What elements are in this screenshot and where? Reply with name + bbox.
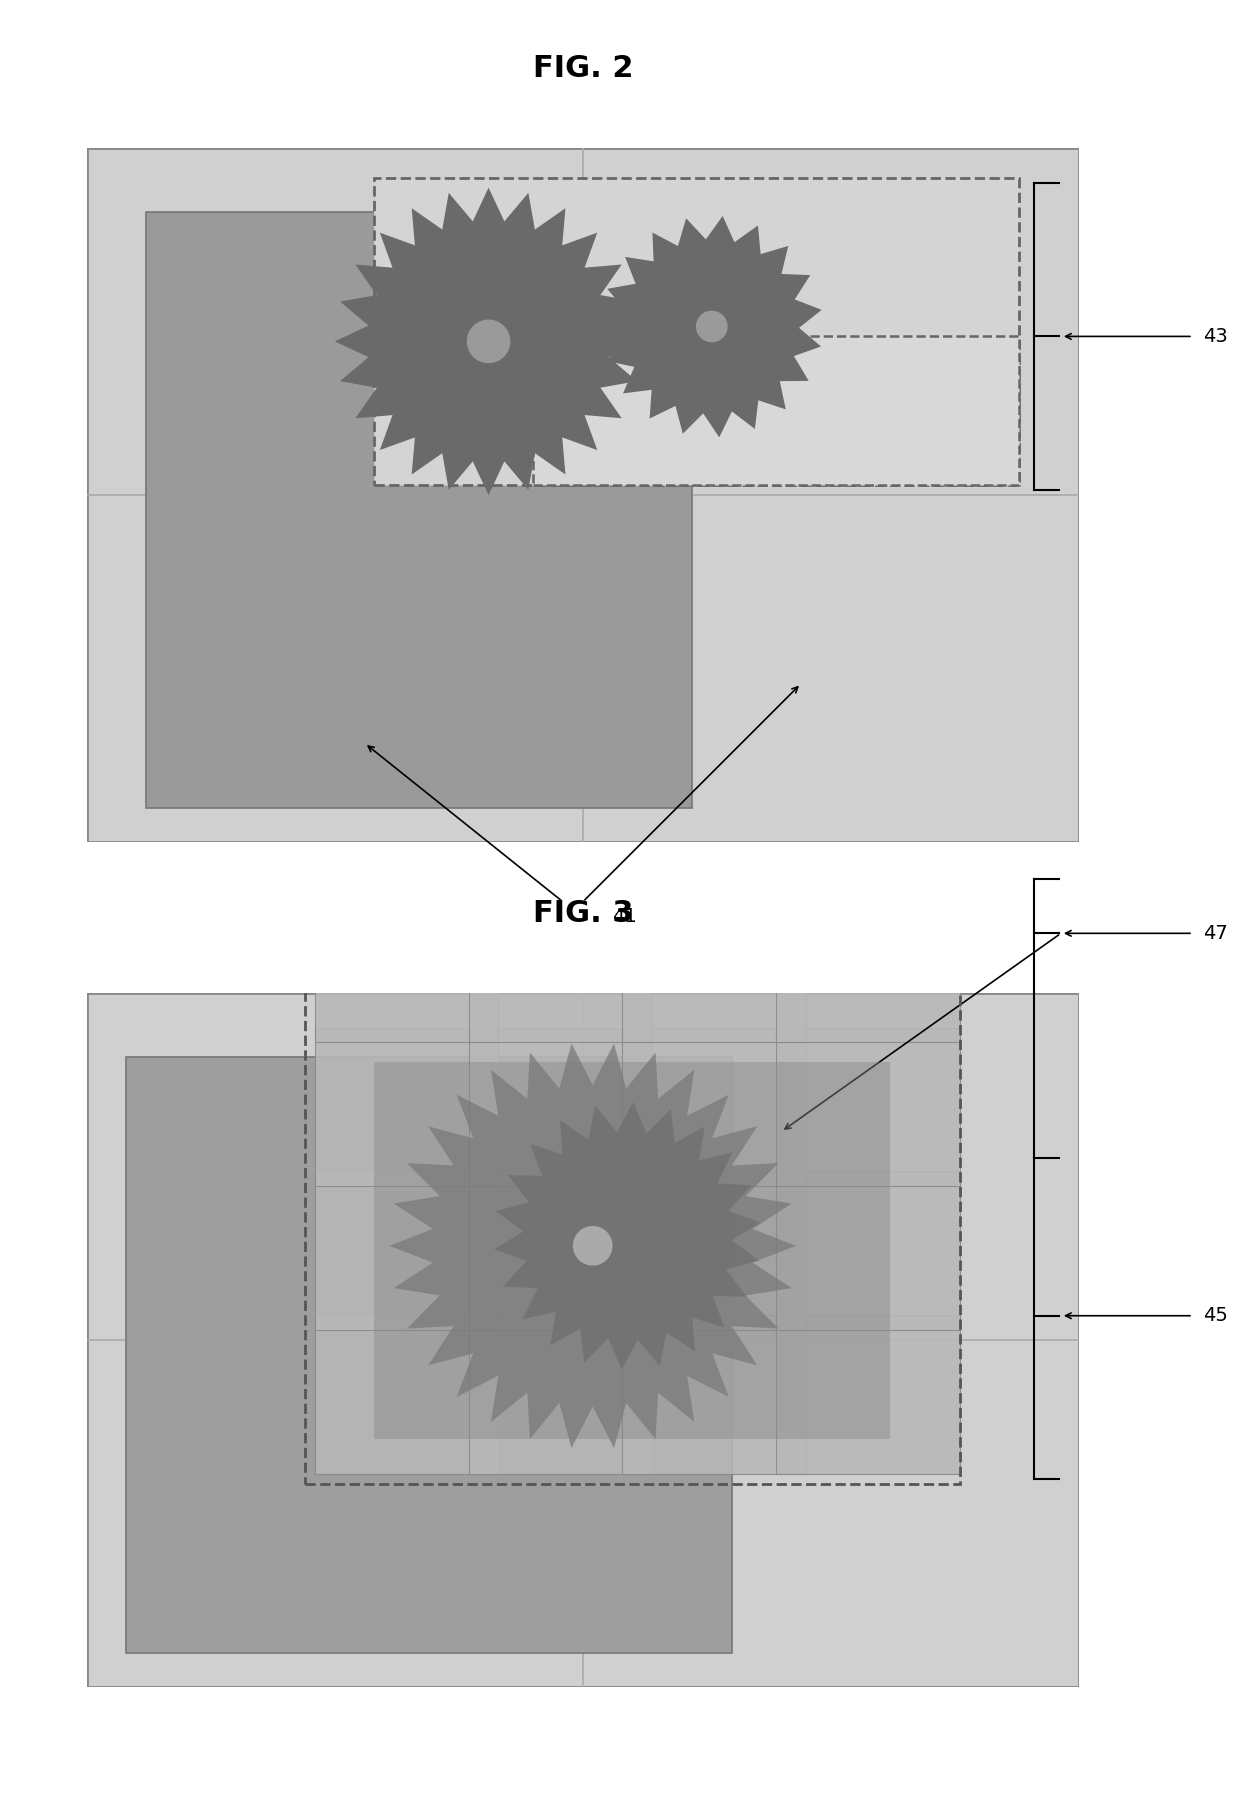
Text: FIG. 3: FIG. 3 <box>532 899 634 928</box>
Bar <box>374 1063 890 1439</box>
Bar <box>469 883 652 1043</box>
Text: 45: 45 <box>1203 1306 1228 1325</box>
Bar <box>776 1316 960 1474</box>
Bar <box>622 1028 806 1187</box>
Bar <box>315 883 498 1043</box>
Polygon shape <box>495 1103 760 1370</box>
Circle shape <box>573 1226 613 1266</box>
Bar <box>146 213 692 807</box>
Bar <box>622 1172 806 1330</box>
Polygon shape <box>389 1043 796 1448</box>
Bar <box>315 1028 498 1187</box>
Bar <box>622 883 806 1043</box>
Polygon shape <box>335 187 642 494</box>
Bar <box>469 1316 652 1474</box>
Bar <box>374 178 692 485</box>
Bar <box>469 1172 652 1330</box>
Polygon shape <box>600 216 822 438</box>
Bar <box>533 336 1019 485</box>
Bar <box>315 1316 498 1474</box>
Text: 43: 43 <box>1203 327 1228 345</box>
Bar <box>126 1057 732 1652</box>
Bar <box>469 1028 652 1187</box>
Bar <box>374 178 1019 485</box>
Bar <box>622 1316 806 1474</box>
Text: 41: 41 <box>613 907 637 927</box>
Bar <box>315 1172 498 1330</box>
Text: FIG. 2: FIG. 2 <box>532 55 634 84</box>
Text: 47: 47 <box>1203 923 1228 943</box>
Bar <box>776 1028 960 1187</box>
Circle shape <box>466 320 511 363</box>
Bar <box>305 883 960 1484</box>
Bar <box>776 883 960 1043</box>
Circle shape <box>696 311 728 342</box>
Bar <box>776 1172 960 1330</box>
